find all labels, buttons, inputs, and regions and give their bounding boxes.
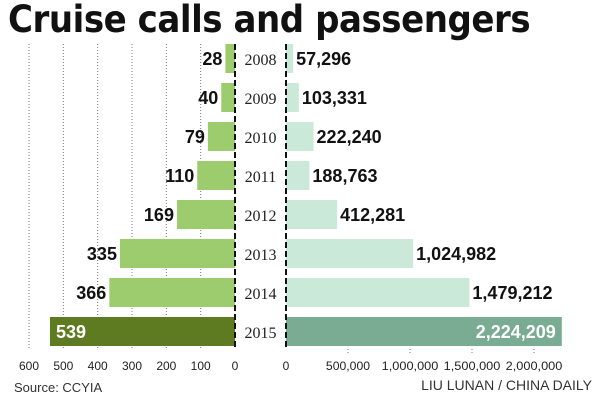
right-tick-label: 1,500,000	[444, 359, 501, 373]
left-tick-label: 600	[19, 359, 39, 373]
left-tick-label: 200	[156, 359, 176, 373]
source-note: Source: CCYIA	[14, 380, 103, 395]
passengers-bar-2012	[286, 200, 338, 229]
passengers-label: 2,224,209	[476, 322, 556, 342]
year-label: 2011	[245, 169, 276, 186]
calls-label: 28	[202, 49, 222, 69]
year-label: 2012	[245, 208, 277, 225]
year-label: 2008	[245, 52, 277, 69]
calls-bar-2014	[109, 278, 235, 307]
calls-label: 366	[76, 283, 106, 303]
right-tick-label: 1,000,000	[382, 359, 439, 373]
year-label: 2010	[245, 130, 277, 147]
passengers-label: 103,331	[302, 88, 367, 108]
passengers-bar-2013	[286, 239, 414, 268]
calls-label: 110	[165, 166, 194, 186]
passengers-label: 412,281	[340, 205, 405, 225]
left-tick-label: 0	[232, 359, 239, 373]
year-label: 2009	[245, 91, 277, 108]
passengers-label: 1,024,982	[416, 244, 496, 264]
year-label: 2013	[245, 247, 277, 264]
calls-bar-2013	[119, 239, 235, 268]
passengers-bar-2014	[286, 278, 470, 307]
right-tick-label: 0	[283, 359, 290, 373]
calls-label: 79	[185, 127, 205, 147]
left-tick-label: 400	[88, 359, 108, 373]
passengers-label: 222,240	[317, 127, 382, 147]
left-tick-label: 100	[191, 359, 211, 373]
calls-label: 169	[144, 205, 174, 225]
left-tick-label: 300	[122, 359, 142, 373]
calls-label: 539	[56, 322, 86, 342]
credit-note: LIU LUNAN / CHINA DAILY	[421, 377, 592, 393]
calls-label: 40	[198, 88, 218, 108]
calls-bar-2010	[207, 122, 235, 151]
chart-title: Cruise calls and passengers	[8, 0, 531, 41]
calls-bar-2012	[176, 200, 235, 229]
calls-label: 335	[87, 244, 117, 264]
calls-bar-2008	[225, 44, 235, 73]
calls-bar-2015	[49, 317, 236, 346]
calls-bar-2009	[221, 83, 235, 112]
calls-bar-2011	[197, 161, 235, 190]
passengers-bar-2010	[286, 122, 314, 151]
passengers-bar-2015	[286, 317, 562, 346]
passengers-bar-2011	[286, 161, 310, 190]
right-tick-label: 500,000	[326, 359, 370, 373]
passengers-bar-2009	[286, 83, 299, 112]
year-label: 2015	[245, 325, 277, 342]
left-tick-label: 500	[53, 359, 73, 373]
year-label: 2014	[245, 286, 277, 303]
passengers-label: 1,479,212	[472, 283, 552, 303]
passengers-label: 57,296	[296, 49, 351, 69]
passengers-label: 188,763	[312, 166, 377, 186]
passengers-bar-2008	[286, 44, 294, 73]
right-tick-label: 2,000,000	[506, 359, 563, 373]
